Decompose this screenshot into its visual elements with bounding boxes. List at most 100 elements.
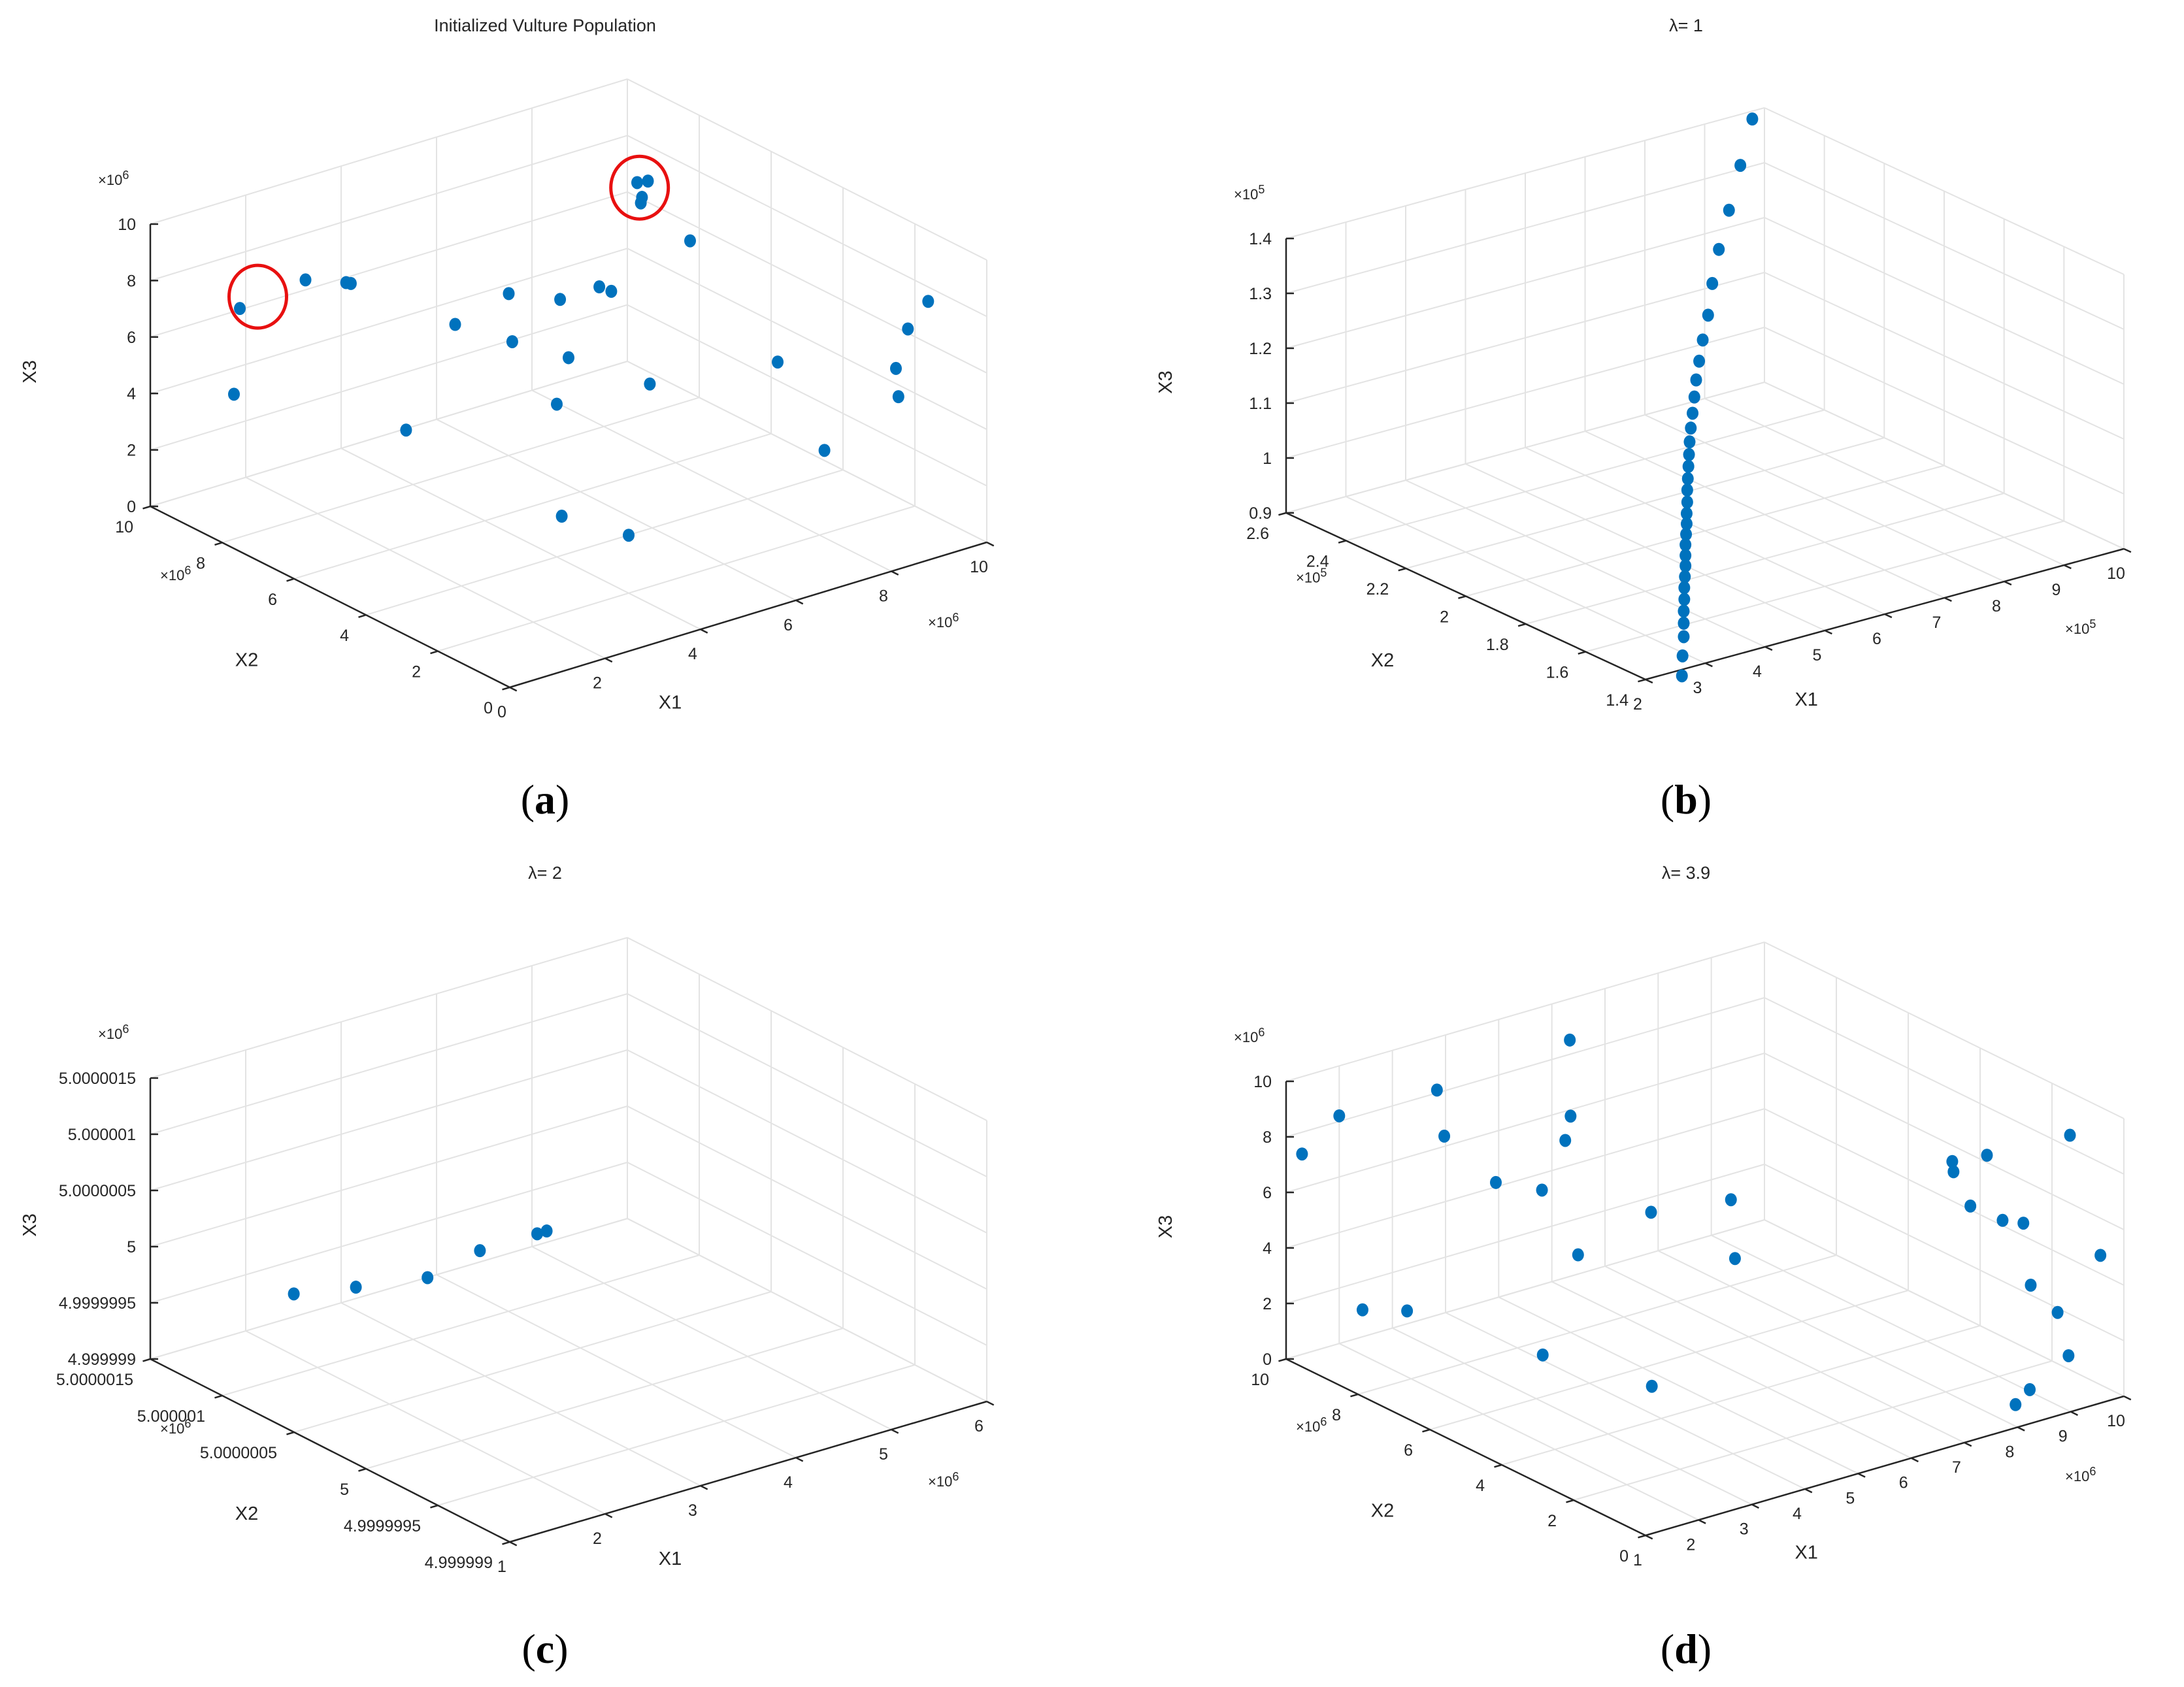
gridline-floor-x [1498,1296,1859,1475]
x3-tick-label: 1.1 [1249,395,1272,413]
x3-tick-label: 0.9 [1249,504,1272,523]
chart-title: λ= 2 [528,863,562,883]
data-point [1678,630,1690,644]
chart-title: Initialized Vulture Population [434,16,656,35]
x1-tick-label: 5 [879,1445,888,1464]
data-point [1645,1205,1657,1219]
x2-tick-label: 2.2 [1366,580,1389,598]
x2-tick-label: 2 [1547,1512,1557,1530]
data-point [1536,1348,1549,1362]
data-point [1678,593,1691,606]
x1-exponent-label: ×106 [928,1470,959,1490]
data-point [635,196,647,210]
gridline-floor-y [1573,1360,2053,1501]
gridline-floor-x [436,1274,797,1458]
data-point [563,351,574,365]
gridline-wall-z [150,937,628,1079]
x3-tick-label: 5.000001 [68,1126,136,1144]
grid-lines [1285,107,2125,680]
x1-tick [1964,1441,1972,1447]
data-point [772,355,784,369]
gridline-floor-y [1429,1290,1909,1430]
gridline-wall-z [1764,1219,2125,1397]
x2-tick [1398,567,1406,572]
x1-tick-label: 10 [2107,1412,2125,1430]
gridline-floor-y [437,505,916,652]
data-point [1746,112,1759,126]
data-point [1946,1155,1959,1168]
x3-tick-label: 4 [127,385,136,403]
gridline-wall-z [627,191,987,374]
gridline-floor-x [1604,1266,1965,1443]
x1-tick-label: 1 [1633,1551,1642,1569]
x2-tick [142,1358,151,1362]
data-point [1680,506,1693,520]
x2-exponent-label: ×106 [160,1417,191,1437]
x1-tick-label: 9 [2052,581,2061,599]
x3-tick-label: 2 [127,442,136,460]
data-point [1678,581,1691,595]
x2-tick-label: 4 [1476,1477,1485,1495]
data-point [1678,604,1690,618]
data-point [1679,549,1692,563]
gridline-wall-z [150,1106,628,1247]
x1-tick-label: 3 [1693,679,1702,697]
x2-tick-label: 2.6 [1246,525,1269,543]
data-point [2094,1249,2107,1262]
x1-tick-label: 4 [1793,1505,1802,1523]
x2-tick [430,650,438,655]
data-point [1681,472,1694,485]
x2-tick-label: 5.0000005 [200,1444,277,1462]
data-points [228,174,935,542]
gridline-floor-y [1406,437,1885,569]
gridline-wall-z [627,1162,987,1346]
gridline-floor-x [1392,1327,1753,1505]
x1-tick-label: 1 [497,1558,506,1576]
gridline-wall-z [1764,1164,2125,1341]
data-point [344,276,357,290]
gridline-floor-y [1525,493,2004,625]
gridline-floor-y [222,397,700,544]
gridline-wall-z [1285,382,1765,514]
gridline-floor-y [365,469,844,616]
x1-tick-label: 8 [879,587,888,605]
data-point [1723,203,1735,217]
gridline-wall-z [1764,272,2125,440]
gridline-wall-z [150,248,628,395]
data-point [1685,421,1697,435]
x2-tick-label: 1.8 [1486,636,1509,654]
gridline-wall-z [150,1162,628,1303]
x3-tick-label: 1 [1263,450,1272,468]
gridline-wall-z [627,1049,987,1234]
x1-tick-label: 2 [593,1530,602,1548]
x2-tick [1517,623,1526,627]
gridline-wall-z [1764,217,2125,385]
data-points [288,1224,553,1301]
highlight-circle [227,263,288,330]
x1-tick-label: 7 [1932,614,1942,632]
gridline-wall-z [1285,1164,1765,1304]
x1-tick [1944,597,1952,602]
data-point [1964,1199,1977,1213]
x1-tick-label: 4 [688,645,697,663]
data-point [2017,1217,2030,1230]
x3-exponent-label: ×106 [98,169,129,188]
gridline-floor-x [531,389,892,572]
x1-tick [1884,613,1893,619]
panel-c: 1234564.9999994.999999555.00000055.00000… [20,863,995,1576]
gridline-wall-z [150,993,628,1135]
gridline-floor-y [1585,520,2064,653]
x2-tick [1578,651,1586,655]
x1-tick-label: 8 [2005,1443,2014,1461]
gridline-floor-x [1445,1312,1806,1490]
x2-tick [502,686,510,691]
x2-tick-label: 10 [1251,1371,1269,1389]
x2-tick [1638,1534,1646,1539]
x1-tick-label: 2 [1686,1535,1695,1554]
x2-tick-label: 5.000001 [137,1407,205,1426]
x1-tick [1645,678,1653,684]
gridline-floor-y [1357,1254,1837,1395]
x2-tick [1278,512,1287,516]
grid-lines [1285,942,2125,1536]
gridline-wall-z [1764,997,2125,1175]
